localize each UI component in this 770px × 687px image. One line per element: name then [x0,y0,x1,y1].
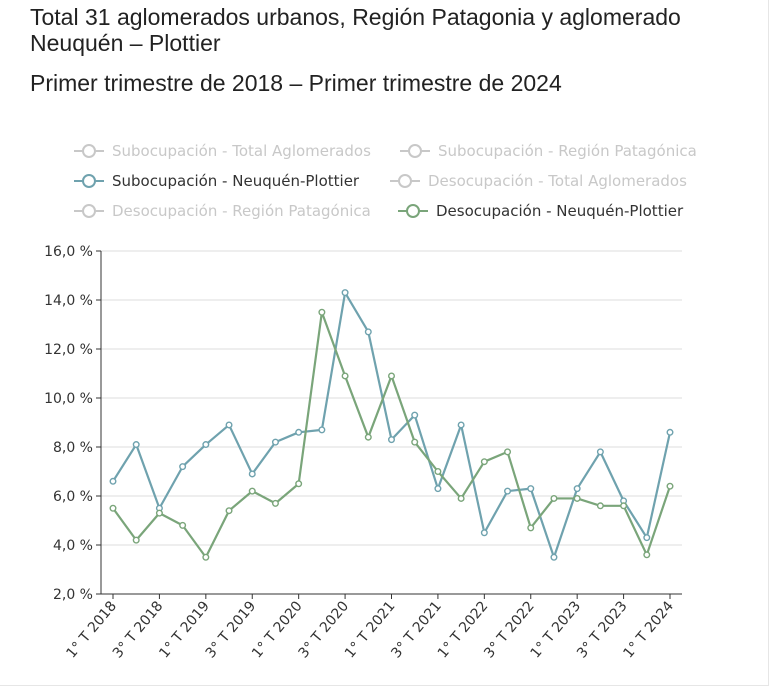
legend-label: Subocupación - Neuquén-Plottier [112,172,360,190]
data-point-desocupacion[interactable] [132,536,140,544]
legend-marker-icon [74,204,104,218]
y-tick-label: 2,0 % [53,587,93,603]
data-point-desocupacion[interactable] [295,480,303,488]
data-point-desocupacion[interactable] [341,372,349,380]
data-point-subocupacion[interactable] [666,428,674,436]
legend-marker-icon [398,204,428,218]
data-point-subocupacion[interactable] [573,485,581,493]
legend-marker-icon [400,144,430,158]
data-point-subocupacion[interactable] [527,485,535,493]
data-point-subocupacion[interactable] [202,441,210,449]
data-point-subocupacion[interactable] [364,328,372,336]
data-point-subocupacion[interactable] [179,463,187,471]
data-point-subocupacion[interactable] [434,485,442,493]
data-point-desocupacion[interactable] [457,494,465,502]
y-tick-label: 6,0 % [53,489,93,505]
data-point-subocupacion[interactable] [457,421,465,429]
data-point-subocupacion[interactable] [132,441,140,449]
y-tick-label: 14,0 % [44,293,93,309]
data-point-desocupacion[interactable] [434,468,442,476]
data-point-subocupacion[interactable] [388,436,396,444]
data-point-desocupacion[interactable] [504,448,512,456]
data-point-subocupacion[interactable] [504,487,512,495]
data-point-subocupacion[interactable] [318,426,326,434]
y-tick-label: 10,0 % [44,391,93,407]
chart-title: Total 31 aglomerados urbanos, Región Pat… [30,4,681,56]
legend-label: Subocupación - Región Patagónica [438,142,697,160]
y-tick-label: 16,0 % [44,244,93,260]
data-point-desocupacion[interactable] [480,458,488,466]
data-point-desocupacion[interactable] [364,433,372,441]
data-point-subocupacion[interactable] [550,553,558,561]
data-point-desocupacion[interactable] [643,551,651,559]
data-point-subocupacion[interactable] [109,477,117,485]
legend-label: Desocupación - Región Patagónica [112,202,371,220]
data-point-desocupacion[interactable] [666,482,674,490]
data-point-desocupacion[interactable] [225,507,233,515]
data-point-desocupacion[interactable] [527,524,535,532]
data-point-subocupacion[interactable] [341,289,349,297]
data-point-subocupacion[interactable] [643,534,651,542]
data-point-desocupacion[interactable] [155,509,163,517]
data-point-subocupacion[interactable] [271,438,279,446]
data-point-subocupacion[interactable] [225,421,233,429]
legend-marker-icon [74,174,104,188]
legend-marker-icon [74,144,104,158]
data-point-desocupacion[interactable] [271,499,279,507]
series-line-subocupacion [112,291,672,559]
data-point-desocupacion[interactable] [202,553,210,561]
data-point-desocupacion[interactable] [318,308,326,316]
data-point-desocupacion[interactable] [109,504,117,512]
data-point-desocupacion[interactable] [248,487,256,495]
legend-label: Subocupación - Total Aglomerados [112,142,371,160]
data-point-desocupacion[interactable] [179,521,187,529]
legend-marker-icon [390,174,420,188]
data-point-subocupacion[interactable] [480,529,488,537]
y-tick-label: 12,0 % [44,342,93,358]
data-point-subocupacion[interactable] [411,411,419,419]
data-point-desocupacion[interactable] [550,494,558,502]
data-point-subocupacion[interactable] [248,470,256,478]
data-point-desocupacion[interactable] [388,372,396,380]
y-tick-label: 8,0 % [53,440,93,456]
data-point-subocupacion[interactable] [295,428,303,436]
y-tick-label: 4,0 % [53,538,93,554]
legend-label: Desocupación - Neuquén-Plottier [436,202,684,220]
data-point-desocupacion[interactable] [596,502,604,510]
data-point-desocupacion[interactable] [620,502,628,510]
data-point-desocupacion[interactable] [573,494,581,502]
legend-label: Desocupación - Total Aglomerados [428,172,687,190]
data-point-desocupacion[interactable] [411,438,419,446]
chart-subtitle: Primer trimestre de 2018 – Primer trimes… [30,70,562,96]
data-point-subocupacion[interactable] [596,448,604,456]
